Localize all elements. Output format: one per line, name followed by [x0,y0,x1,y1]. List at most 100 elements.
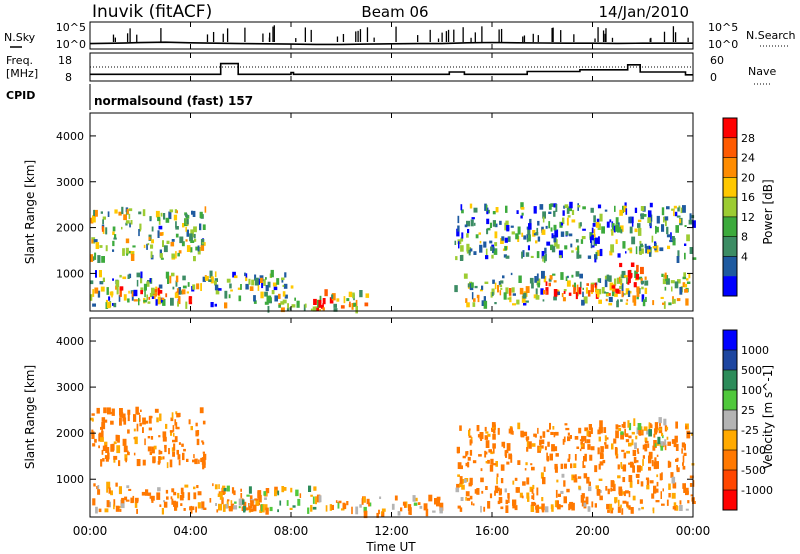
heatmap-cell [457,450,460,454]
heatmap-cell [613,225,616,233]
heatmap-cell [554,239,558,247]
heatmap-cell [599,452,604,459]
heatmap-cell [432,510,436,513]
heatmap-cell [505,287,509,294]
velocity-ylabel: Slant Range [km] [23,365,37,469]
velocity-colorbar-swatch [723,390,737,411]
heatmap-cell [115,434,120,442]
heatmap-cell [417,502,421,505]
heatmap-cell [394,495,398,501]
velocity-colorbar-swatch [723,470,737,491]
heatmap-cell [623,421,626,429]
heatmap-cell [640,248,644,254]
heatmap-cell [380,512,383,515]
heatmap-cell [550,227,553,232]
heatmap-cell [562,210,565,216]
heatmap-cell [559,255,562,259]
heatmap-cell [253,295,256,302]
heatmap-cell [484,281,489,284]
heatmap-cell [159,253,163,259]
heatmap-cell [641,506,644,510]
heatmap-cell [527,245,530,251]
heatmap-cell [210,276,214,284]
heatmap-cell [273,286,278,291]
heatmap-cell [454,285,458,293]
heatmap-cell [635,473,640,478]
heatmap-cell [97,290,101,298]
heatmap-cell [558,250,563,258]
x-axis-ticks: 00:00 04:00 08:00 12:00 16:00 20:00 00:00 [73,22,710,538]
power-colorbar-swatch [723,118,737,139]
heatmap-cell [478,232,481,235]
heatmap-cell [546,455,550,462]
heatmap-cell [187,282,190,287]
heatmap-cell [539,439,542,445]
heatmap-cell [136,423,139,432]
heatmap-cell [175,226,179,230]
heatmap-cell [199,407,204,414]
heatmap-cell [355,299,358,308]
heatmap-cell [640,466,643,471]
heatmap-cell [540,439,545,445]
heatmap-cell [381,511,385,517]
heatmap-cell [140,290,143,295]
heatmap-cell [359,504,362,508]
heatmap-cell [168,448,170,455]
heatmap-cell [675,443,679,451]
heatmap-cell [201,457,206,465]
heatmap-cell [560,505,564,508]
heatmap-cell [492,279,495,284]
heatmap-cell [124,454,128,461]
heatmap-cell [608,275,612,282]
heatmap-cell [119,506,121,509]
velocity-colorbar-swatch [723,370,737,391]
heatmap-cell [145,489,149,496]
heatmap-cell [574,454,577,461]
heatmap-cell [605,298,608,302]
heatmap-cell [677,207,680,212]
heatmap-cell [560,272,564,280]
heatmap-cell [545,225,548,229]
heatmap-cell [527,496,530,502]
heatmap-cell [544,247,547,254]
heatmap-cell [238,295,242,302]
heatmap-cell [186,219,189,225]
heatmap-cell [270,269,274,278]
heatmap-cell [661,503,665,506]
heatmap-cell [610,509,614,514]
heatmap-cell [162,436,167,442]
heatmap-cell [545,290,548,295]
heatmap-cell [144,438,146,446]
heatmap-cell [649,202,653,208]
heatmap-cell [602,459,606,464]
heatmap-cell [598,463,601,470]
heatmap-cell [193,226,197,233]
heatmap-cell [331,504,334,510]
heatmap-cell [331,294,334,299]
heatmap-cell [261,509,265,513]
heatmap-cell [528,223,532,230]
heatmap-cell [485,204,488,212]
heatmap-cell [682,276,687,280]
heatmap-cell [196,485,199,489]
heatmap-cell [591,501,594,508]
heatmap-cell [121,206,124,215]
heatmap-cell [615,217,619,225]
heatmap-cell [506,461,510,465]
heatmap-cell [668,302,672,306]
heatmap-cell [667,441,671,446]
heatmap-cell [248,278,251,285]
heatmap-cell [171,488,175,493]
heatmap-cell [459,507,463,512]
heatmap-cell [538,446,542,451]
heatmap-cell [479,240,482,244]
heatmap-cell [94,252,97,260]
heatmap-cell [277,490,280,496]
heatmap-cell [378,509,380,515]
heatmap-cell [649,252,651,257]
heatmap-cell [492,443,496,449]
heatmap-cell [289,507,293,510]
heatmap-cell [457,225,460,232]
heatmap-cell [304,303,307,308]
